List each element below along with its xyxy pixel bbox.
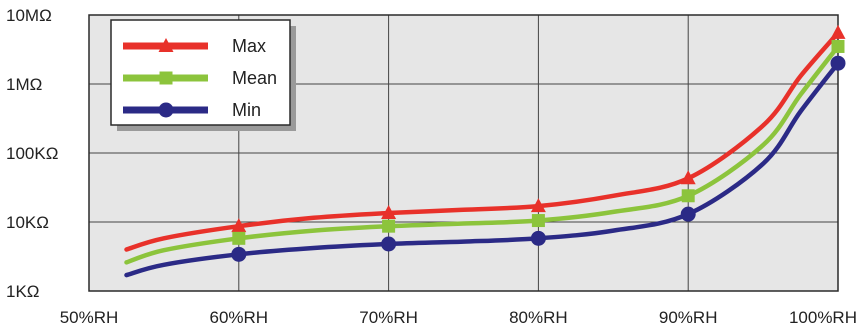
data-point-max: [231, 218, 247, 233]
legend-label-mean: Mean: [232, 68, 277, 88]
x-tick-label: 100%RH: [789, 308, 857, 327]
series-min: [124, 55, 846, 278]
y-tick-label: 10KΩ: [6, 213, 49, 232]
y-tick-label: 1MΩ: [6, 75, 42, 94]
x-tick-label: 60%RH: [210, 308, 269, 327]
series-mean: [124, 39, 845, 265]
legend-label-max: Max: [232, 36, 266, 56]
data-point-max: [830, 24, 846, 39]
x-tick-label: 70%RH: [359, 308, 418, 327]
y-tick-label: 100KΩ: [6, 144, 58, 163]
series-layer: [124, 24, 846, 278]
data-point-max: [680, 170, 696, 185]
legend: Max Mean Min: [110, 19, 296, 131]
y-axis-tick-labels: 1KΩ 10KΩ 100KΩ 1MΩ 10MΩ: [6, 6, 58, 301]
y-tick-label: 1KΩ: [6, 282, 40, 301]
legend-marker-max: [158, 38, 174, 52]
legend-marker-min: [158, 102, 174, 118]
data-point-min: [530, 230, 546, 246]
legend-marker-mean: [159, 71, 173, 85]
data-point-min: [381, 236, 397, 252]
series-max: [124, 24, 846, 252]
data-point-mean: [831, 39, 845, 53]
data-point-min: [231, 246, 247, 262]
plot-frame: [88, 14, 839, 292]
data-point-min: [680, 206, 696, 222]
y-tick-label: 10MΩ: [6, 6, 52, 25]
data-point-max: [530, 198, 546, 213]
data-point-mean: [382, 219, 396, 233]
x-tick-label: 90%RH: [659, 308, 718, 327]
data-point-min: [830, 55, 846, 71]
data-point-max: [381, 205, 397, 220]
data-point-mean: [232, 231, 246, 245]
data-point-mean: [531, 214, 545, 228]
x-tick-label: 80%RH: [509, 308, 568, 327]
x-tick-label: 50%RH: [60, 308, 119, 327]
data-point-mean: [681, 189, 695, 203]
x-axis-tick-labels: 50%RH 60%RH 70%RH 80%RH 90%RH 100%RH: [60, 308, 857, 327]
legend-label-min: Min: [232, 100, 261, 120]
